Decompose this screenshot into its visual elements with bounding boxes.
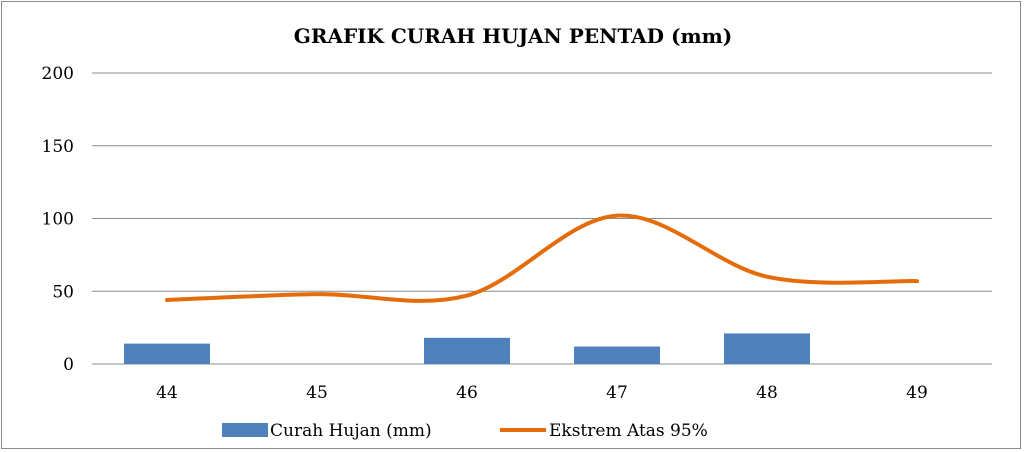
- gridlines: [92, 72, 992, 365]
- x-tick-label: 46: [456, 383, 478, 403]
- y-tick-label: 0: [63, 355, 74, 375]
- y-axis-ticks: 0 50 100 150 200: [42, 64, 74, 375]
- y-tick-label: 200: [42, 64, 74, 84]
- legend: Curah Hujan (mm) Ekstrem Atas 95%: [222, 421, 708, 441]
- x-tick-label: 47: [606, 383, 628, 403]
- y-tick-label: 100: [42, 210, 74, 230]
- bar-series: [124, 333, 810, 364]
- bar-46: [424, 337, 510, 364]
- x-tick-label: 45: [306, 383, 328, 403]
- line-series: [165, 213, 919, 303]
- x-tick-label: 48: [756, 383, 778, 403]
- bar-44: [124, 343, 210, 364]
- legend-label-ekstrem-atas: Ekstrem Atas 95%: [549, 421, 708, 441]
- x-tick-label: 49: [906, 383, 928, 403]
- y-tick-label: 50: [52, 282, 74, 302]
- x-tick-label: 44: [156, 383, 178, 403]
- x-axis-ticks: 44 45 46 47 48 49: [156, 383, 928, 403]
- bar-47: [574, 346, 660, 364]
- line-ekstrem-atas: [165, 213, 919, 303]
- chart-title: GRAFIK CURAH HUJAN PENTAD (mm): [294, 24, 732, 48]
- legend-label-curah-hujan: Curah Hujan (mm): [270, 421, 432, 441]
- y-tick-label: 150: [42, 137, 74, 157]
- bar-48: [724, 333, 810, 364]
- legend-swatch-curah-hujan: [222, 423, 268, 437]
